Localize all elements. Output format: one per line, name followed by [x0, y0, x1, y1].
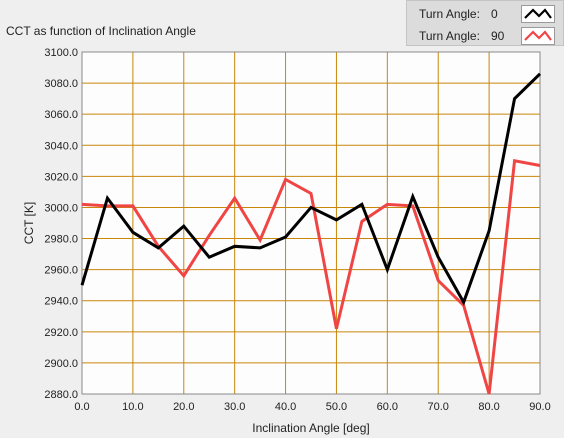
y-tick-label: 3060.0 [44, 109, 78, 121]
x-tick-label: 70.0 [428, 401, 449, 413]
y-tick-label: 3080.0 [44, 78, 78, 90]
legend-value: 90 [491, 29, 505, 43]
series-line-turn-0 [80, 72, 542, 306]
x-tick-label: 0.0 [74, 401, 89, 413]
y-tick-label: 2920.0 [44, 327, 78, 339]
x-tick-label: 50.0 [326, 401, 347, 413]
x-tick-label: 30.0 [224, 401, 245, 413]
y-tick-label: 2960.0 [44, 265, 78, 277]
legend-value: 0 [491, 7, 498, 21]
y-tick-label: 2880.0 [44, 389, 78, 401]
x-tick-label: 60.0 [377, 401, 398, 413]
x-tick-label: 20.0 [173, 401, 194, 413]
legend-label: Turn Angle: [419, 7, 480, 21]
legend-entry-turn-90[interactable]: Turn Angle: 90 [407, 25, 564, 47]
y-tick-label: 3000.0 [44, 202, 78, 214]
chart-title: CCT as function of Inclination Angle [6, 24, 196, 38]
legend-swatch-black[interactable] [521, 5, 555, 23]
legend-swatch-red[interactable] [521, 27, 555, 45]
x-tick-label: 80.0 [478, 401, 499, 413]
x-axis-label: Inclination Angle [deg] [252, 421, 369, 435]
plot-frame [81, 51, 541, 395]
x-tick-label: 40.0 [275, 401, 296, 413]
y-tick-label: 3020.0 [44, 171, 78, 183]
y-tick-label: 2900.0 [44, 358, 78, 370]
y-tick-label: 3040.0 [44, 140, 78, 152]
x-tick-label: 90.0 [529, 401, 550, 413]
x-tick-label: 10.0 [122, 401, 143, 413]
y-tick-label: 3100.0 [44, 47, 78, 59]
y-tick-label: 2940.0 [44, 296, 78, 308]
legend-entry-turn-0[interactable]: Turn Angle: 0 [407, 3, 564, 25]
y-axis-label: CCT [K] [22, 202, 36, 244]
plot-background [82, 52, 540, 394]
legend-label: Turn Angle: [419, 29, 480, 43]
y-tick-label: 2980.0 [44, 234, 78, 246]
